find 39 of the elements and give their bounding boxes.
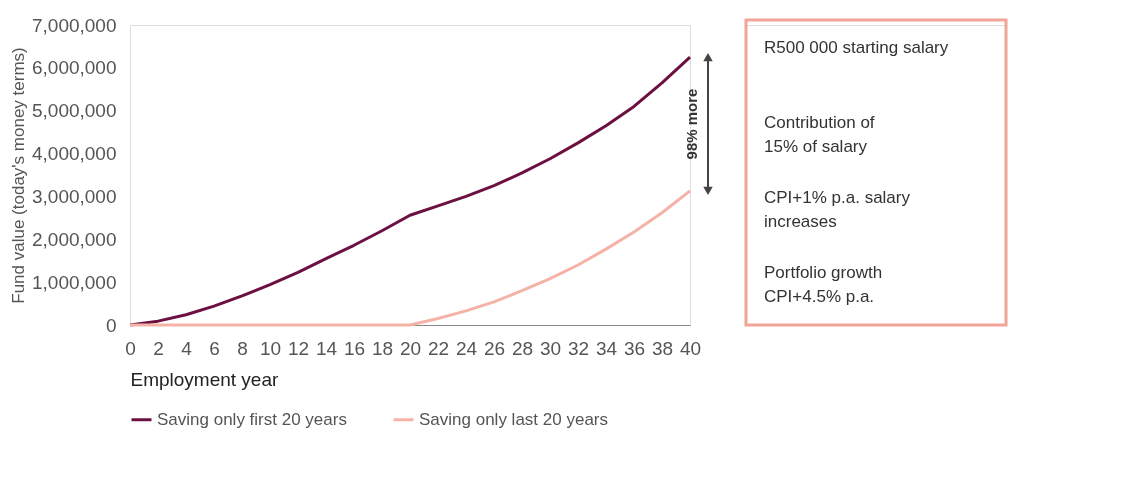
y-tick-label: 2,000,000: [31, 228, 117, 250]
x-tick-label: 24: [455, 337, 478, 359]
y-tick-label: 5,000,000: [31, 100, 117, 122]
x-tick-label: 34: [595, 337, 618, 359]
x-tick-label: 36: [623, 337, 646, 359]
annotation: 98% more: [683, 88, 700, 160]
y-axis-title: Fund value (today's money terms): [8, 47, 28, 304]
text: Contribution of 15% of salary: [764, 113, 875, 156]
y-tick-label: 3,000,000: [31, 185, 117, 207]
x-tick-label: 2: [153, 337, 164, 359]
x-tick-label: 30: [539, 337, 562, 359]
x-tick-label: 26: [483, 337, 506, 359]
legend-label: Saving only last 20 years: [419, 409, 608, 429]
x-tick-label: 32: [567, 337, 590, 359]
x-tick-label: 10: [259, 337, 282, 359]
text: CPI+1% p.a. salary increases: [764, 188, 911, 231]
y-tick-label: 0: [105, 314, 117, 336]
x-tick-label: 20: [399, 337, 422, 359]
x-tick-label: 4: [181, 337, 193, 359]
x-tick-label: 28: [511, 337, 534, 359]
x-tick-label: 6: [209, 337, 220, 359]
x-tick-label: 8: [237, 337, 248, 359]
x-tick-label: 12: [287, 337, 310, 359]
legend-label: Saving only first 20 years: [157, 409, 347, 429]
text: R500 000 starting salary: [764, 38, 949, 57]
x-tick-label: 18: [371, 337, 394, 359]
x-tick-label: 14: [315, 337, 338, 359]
x-tick-label: 22: [427, 337, 450, 359]
y-tick-label: 6,000,000: [31, 57, 117, 79]
x-tick-label: 38: [651, 337, 674, 359]
text: Portfolio growth CPI+4.5% p.a.: [764, 263, 883, 306]
y-tick-label: 4,000,000: [31, 143, 117, 165]
x-tick-label: 40: [679, 337, 702, 359]
x-tick-label: 0: [125, 337, 136, 359]
line-series: [128, 189, 692, 327]
x-axis-title: Employment year: [130, 368, 280, 390]
x-tick-label: 16: [343, 337, 366, 359]
y-tick-label: 7,000,000: [31, 14, 117, 36]
y-tick-label: 1,000,000: [31, 271, 117, 293]
